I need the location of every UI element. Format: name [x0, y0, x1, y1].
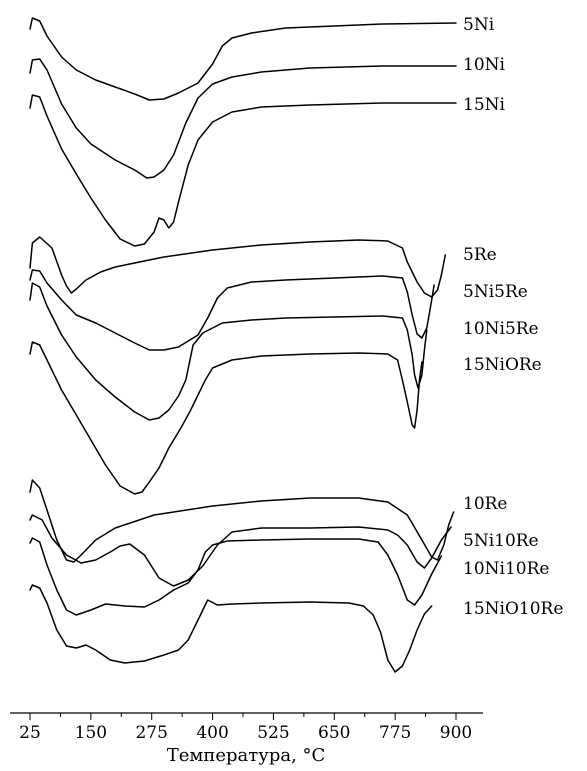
series-label-15niore: 15NiORe	[463, 355, 542, 375]
curve-15niore	[29, 341, 423, 495]
curve-10re	[29, 479, 455, 563]
curve-5ni10re	[29, 514, 452, 587]
x-axis-title: Температура, °C	[167, 745, 326, 766]
series-label-10re: 10Re	[463, 494, 508, 514]
x-tick-label: 25	[19, 723, 41, 743]
series-label-10ni: 10Ni	[463, 55, 506, 75]
x-tick-label: 650	[318, 723, 350, 743]
series-label-15ni: 15Ni	[463, 95, 506, 115]
x-tick-label: 400	[196, 723, 228, 743]
curve-5ni	[29, 17, 457, 101]
x-tick-label: 900	[440, 723, 472, 743]
series-label-5ni10re: 5Ni10Re	[463, 531, 539, 551]
curve-5re	[29, 236, 447, 298]
series-labels-layer: 5Ni 10Ni 15Ni 5Re 5Ni5Re 10Ni5Re 15NiORe 10Re 5N…	[463, 15, 563, 619]
x-axis-ticks: 25 150 275 400 525 650 775 900	[19, 713, 472, 743]
curve-5ni5re	[29, 269, 435, 351]
series-label-10ni5re: 10Ni5Re	[463, 319, 539, 339]
x-tick-label: 525	[257, 723, 289, 743]
x-tick-label: 275	[135, 723, 167, 743]
curve-10ni	[29, 58, 457, 179]
series-label-15nio10re: 15NiO10Re	[463, 599, 563, 619]
curves-layer	[29, 17, 457, 673]
series-label-5re: 5Re	[463, 245, 497, 265]
series-label-5ni: 5Ni	[463, 15, 495, 35]
curve-10ni10re	[29, 537, 443, 616]
x-tick-label: 775	[379, 723, 411, 743]
curve-15nio10re	[29, 584, 433, 673]
curve-15ni	[29, 94, 457, 247]
x-tick-label: 150	[75, 723, 107, 743]
curve-10ni5re	[29, 282, 428, 421]
series-label-5ni5re: 5Ni5Re	[463, 282, 528, 302]
series-label-10ni10re: 10Ni10Re	[463, 559, 549, 579]
